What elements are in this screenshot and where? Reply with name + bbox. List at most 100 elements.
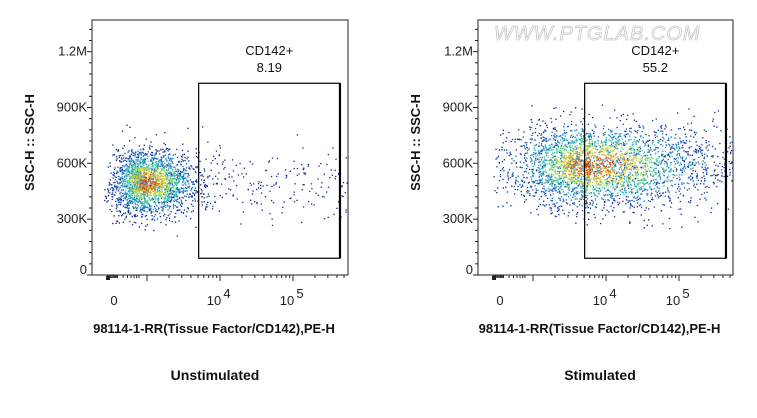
event-dot — [659, 193, 660, 194]
event-dot — [146, 139, 147, 140]
event-dot — [289, 198, 290, 199]
event-dot — [114, 154, 115, 155]
event-dot — [623, 192, 624, 193]
event-dot — [170, 174, 171, 175]
event-dot — [164, 201, 165, 202]
event-dot — [195, 172, 196, 173]
event-dot — [172, 181, 173, 182]
event-dot — [138, 164, 139, 165]
event-dot — [553, 180, 554, 181]
event-dot — [641, 207, 642, 208]
event-dot — [542, 157, 543, 158]
event-dot — [163, 157, 164, 158]
event-dot — [311, 188, 312, 189]
event-dot — [517, 181, 518, 182]
event-dot — [613, 175, 614, 176]
event-dot — [687, 182, 688, 183]
event-dot — [137, 151, 138, 152]
event-dot — [556, 173, 557, 174]
event-dot — [341, 195, 342, 196]
event-dot — [119, 210, 120, 211]
event-dot — [578, 174, 579, 175]
event-dot — [301, 164, 302, 165]
event-dot — [664, 128, 665, 129]
event-dot — [537, 135, 538, 136]
event-dot — [151, 215, 152, 216]
event-dot — [125, 175, 126, 176]
event-dot — [570, 181, 571, 182]
event-dot — [114, 185, 115, 186]
event-dot — [135, 176, 136, 177]
event-dot — [534, 164, 535, 165]
event-dot — [106, 198, 107, 199]
event-dot — [251, 203, 252, 204]
event-dot — [588, 162, 589, 163]
event-dot — [647, 190, 648, 191]
event-dot — [156, 164, 157, 165]
event-dot — [189, 168, 190, 169]
event-dot — [637, 178, 638, 179]
event-dot — [590, 208, 591, 209]
event-dot — [152, 157, 153, 158]
event-dot — [169, 188, 170, 189]
event-dot — [155, 214, 156, 215]
event-dot — [624, 170, 625, 171]
event-dot — [124, 160, 125, 161]
event-dot — [594, 125, 595, 126]
event-dot — [137, 166, 138, 167]
event-dot — [498, 206, 499, 207]
event-dot — [704, 192, 705, 193]
event-dot — [577, 161, 578, 162]
event-dot — [660, 178, 661, 179]
event-dot — [571, 142, 572, 143]
event-dot — [192, 200, 193, 201]
event-dot — [574, 183, 575, 184]
event-dot — [616, 157, 617, 158]
event-dot — [147, 158, 148, 159]
event-dot — [248, 189, 249, 190]
event-dot — [169, 165, 170, 166]
event-dot — [148, 198, 149, 199]
event-dot — [670, 181, 671, 182]
event-dot — [191, 204, 192, 205]
event-dot — [170, 172, 171, 173]
event-dot — [128, 198, 129, 199]
event-dot — [195, 167, 196, 168]
event-dot — [110, 184, 111, 185]
event-dot — [708, 150, 709, 151]
event-dot — [170, 201, 171, 202]
event-dot — [109, 209, 110, 210]
event-dot — [206, 159, 207, 160]
event-dot — [182, 185, 183, 186]
event-dot — [713, 183, 714, 184]
event-dot — [577, 172, 578, 173]
event-dot — [123, 181, 124, 182]
event-dot — [121, 157, 122, 158]
event-dot — [499, 149, 500, 150]
event-dot — [633, 150, 634, 151]
event-dot — [119, 222, 120, 223]
event-dot — [146, 177, 147, 178]
event-dot — [553, 108, 554, 109]
event-dot — [204, 201, 205, 202]
event-dot — [271, 176, 272, 177]
event-dot — [545, 169, 546, 170]
event-dot — [126, 125, 127, 126]
event-dot — [153, 195, 154, 196]
event-dot — [576, 216, 577, 217]
event-dot — [149, 149, 150, 150]
event-dot — [535, 128, 536, 129]
event-dot — [633, 144, 634, 145]
y-axis-label: SSC-H :: SSC-H — [22, 94, 37, 191]
event-dot — [159, 162, 160, 163]
event-dot — [168, 156, 169, 157]
event-dot — [547, 163, 548, 164]
x-tick-exponent: 4 — [223, 286, 230, 301]
event-dot — [538, 150, 539, 151]
plot-frame — [478, 20, 733, 275]
event-dot — [681, 214, 682, 215]
event-dot — [147, 170, 148, 171]
event-dot — [620, 167, 621, 168]
event-dot — [617, 193, 618, 194]
event-dot — [124, 194, 125, 195]
